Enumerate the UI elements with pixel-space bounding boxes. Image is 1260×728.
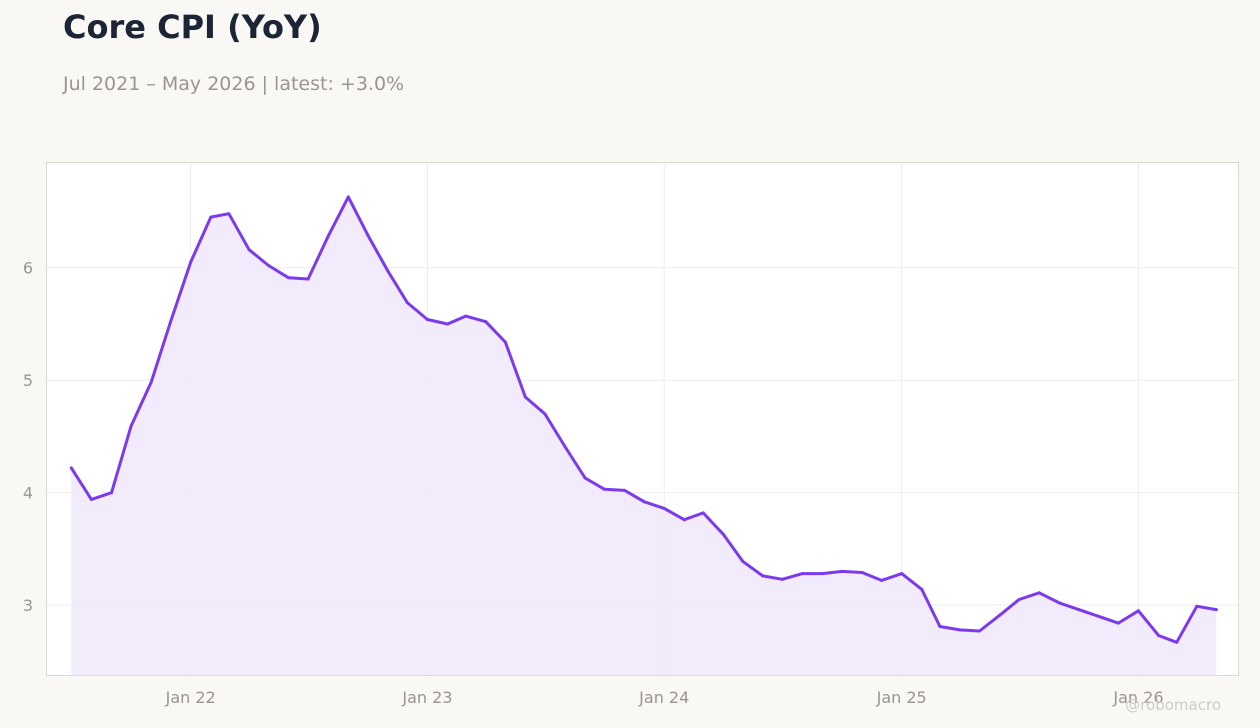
data-point (267, 264, 270, 267)
data-point (800, 572, 804, 576)
data-point (821, 572, 824, 576)
chart-subtitle: Jul 2021 – May 2026 | latest: +3.0% (63, 73, 405, 95)
data-point (840, 569, 844, 573)
data-point (958, 628, 962, 632)
plot-border (46, 162, 1239, 676)
data-point (642, 500, 646, 504)
data-point (464, 314, 468, 318)
x-tick-label: Jan 22 (165, 688, 216, 707)
data-point (1037, 591, 1041, 595)
data-point (209, 215, 213, 219)
data-point (169, 320, 173, 324)
data-point (366, 233, 370, 237)
data-point (1136, 609, 1140, 613)
data-point (701, 511, 705, 515)
data-point (662, 506, 666, 510)
data-point (1195, 604, 1199, 608)
data-point (1116, 621, 1120, 625)
watermark: @robomacro (1125, 696, 1221, 714)
x-tick-label: Jan 25 (876, 688, 927, 707)
data-point (129, 424, 133, 428)
data-point (761, 574, 765, 578)
data-point (189, 260, 193, 264)
data-point (1057, 601, 1061, 605)
data-point (523, 395, 527, 399)
series-points (69, 195, 1218, 644)
data-point (1077, 608, 1081, 612)
data-point (503, 340, 507, 344)
data-point (1214, 608, 1218, 612)
data-point (306, 277, 310, 281)
y-tick-label: 6 (23, 259, 33, 278)
x-axis: Jan 22 Jan 23 Jan 24 Jan 25 Jan 26 (165, 688, 1164, 707)
x-tick-label: Jan 23 (401, 688, 452, 707)
data-point (543, 412, 547, 416)
data-point (89, 497, 93, 501)
data-point (247, 248, 251, 252)
data-point (1097, 614, 1101, 618)
data-point (741, 559, 745, 563)
data-point (682, 518, 686, 522)
data-point (326, 234, 330, 238)
data-point (623, 488, 627, 492)
data-point (938, 625, 942, 628)
data-point (484, 320, 488, 324)
data-point (860, 571, 864, 574)
data-point (603, 487, 606, 491)
y-tick-label: 5 (23, 371, 33, 390)
data-point (880, 578, 884, 582)
data-point (405, 301, 409, 305)
x-tick-label: Jan 26 (1112, 688, 1163, 707)
data-point (227, 212, 231, 216)
data-point (386, 269, 390, 273)
series-area (71, 196, 1217, 676)
data-point (1175, 640, 1179, 644)
chart-title: Core CPI (YoY) (63, 8, 322, 46)
data-point (583, 476, 587, 480)
data-point (425, 318, 429, 321)
data-point (446, 322, 450, 326)
data-point (563, 445, 567, 449)
data-point (998, 613, 1002, 617)
data-point (780, 577, 784, 581)
data-point (978, 629, 981, 633)
y-tick-label: 3 (23, 596, 33, 615)
data-point (346, 195, 350, 199)
data-point (287, 276, 291, 280)
y-tick-label: 4 (23, 484, 33, 503)
data-point (1157, 634, 1161, 637)
data-point (721, 532, 725, 536)
y-axis: 3 4 5 6 (23, 259, 33, 615)
data-point (1017, 598, 1021, 601)
data-point (110, 491, 113, 495)
x-tick-label: Jan 24 (638, 688, 689, 707)
data-point (69, 466, 73, 470)
data-point (149, 380, 153, 384)
data-point (900, 572, 904, 576)
data-point (920, 587, 924, 591)
